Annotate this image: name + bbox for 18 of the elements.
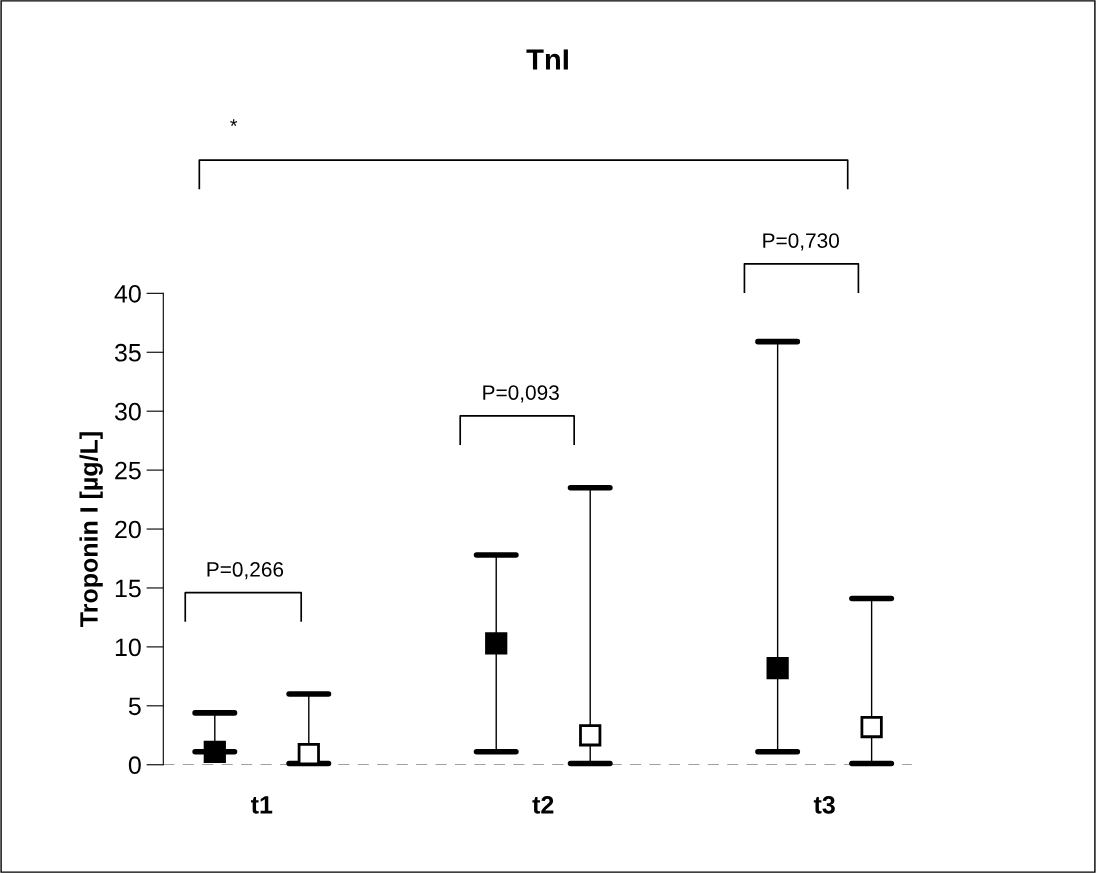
annotation: P=0,266 (207, 562, 284, 580)
chart-title: TnI (526, 49, 568, 70)
y-tick-label: 0 (128, 756, 141, 775)
y-tick-label: 35 (114, 343, 141, 362)
y-tick-label: 20 (115, 520, 141, 539)
text: * (230, 119, 238, 126)
y-axis-title: Troponin I [µg/L] (79, 432, 103, 627)
y-tick-label: 5 (128, 697, 141, 716)
y-tick-label: 30 (114, 402, 141, 421)
y-tick-label: 15 (115, 579, 141, 598)
x-tick-label: t1 (250, 796, 273, 814)
text: P=0,730 (763, 233, 839, 251)
x-tick-label: t2 (532, 795, 554, 814)
annotation: P=0,093 (483, 385, 559, 403)
y-tick-label: 10 (115, 638, 141, 657)
x-tick-label: t3 (813, 795, 835, 814)
y-tick-label: 25 (115, 461, 141, 480)
y-tick-label: 40 (114, 284, 141, 303)
